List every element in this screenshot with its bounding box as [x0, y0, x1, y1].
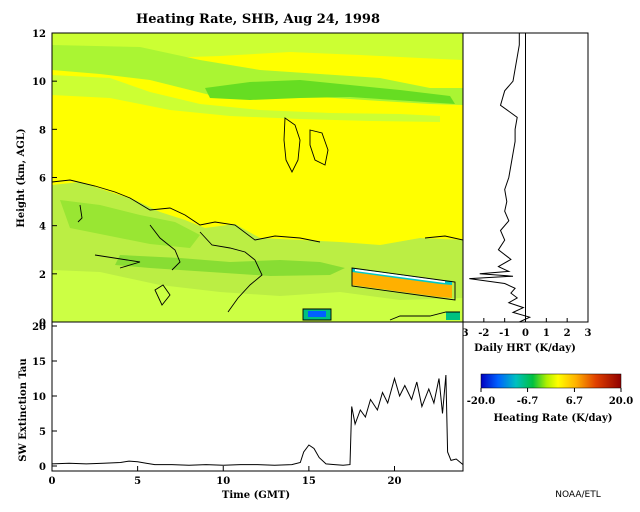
- heatmap-y-tick-label: 10: [32, 77, 46, 88]
- tau-x-tick-label: 5: [134, 476, 141, 487]
- heatmap-y-tick-label: 6: [39, 174, 46, 185]
- profile-x-tick-label: 1: [543, 328, 550, 339]
- profile-x-tick-label: 3: [585, 328, 592, 339]
- heatmap-y-tick-label: 4: [39, 222, 46, 233]
- tau-y-tick-label: 0: [39, 462, 46, 473]
- heatmap-y-axis-label: Height (km, AGL): [16, 128, 27, 227]
- colorbar-tick-label: -6.7: [517, 396, 539, 407]
- heatmap-panel: [52, 33, 463, 322]
- colorbar-tick-label: 6.7: [566, 396, 583, 407]
- tau-y-tick-label: 20: [32, 322, 46, 333]
- credit-label: NOAA/ETL: [555, 490, 600, 500]
- heatmap-y-tick-label: 8: [39, 125, 46, 136]
- tau-x-tick-label: 20: [388, 476, 402, 487]
- tau-x-axis-label: Time (GMT): [222, 490, 290, 501]
- low-cloud-2: [446, 312, 460, 320]
- colorbar-ticks: -20.0 -6.7 6.7 20.0: [467, 388, 633, 407]
- profile-x-tick-label: -1: [499, 328, 510, 339]
- tau-x-tick-label: 10: [216, 476, 230, 487]
- colorbar-label: Heating Rate (K/day): [493, 413, 612, 424]
- profile-x-axis-label: Daily HRT (K/day): [474, 343, 576, 354]
- tau-y-tick-label: 5: [39, 427, 46, 438]
- heatmap-y-tick-label: 12: [32, 29, 46, 40]
- tau-y-tick-label: 10: [32, 392, 46, 403]
- tau-x-tick-label: 0: [49, 476, 56, 487]
- colorbar-tick-label: 20.0: [609, 396, 633, 407]
- tau-y-tick-label: 15: [32, 357, 46, 368]
- profile-x-tick-label: 0: [522, 328, 529, 339]
- heatmap-y-tick-label: 2: [39, 270, 46, 281]
- profile-x-tick-label: -2: [478, 328, 489, 339]
- tau-x-tick-label: 15: [302, 476, 316, 487]
- tau-y-axis-label: SW Extinction Tau: [18, 358, 29, 461]
- tau-frame: [52, 322, 463, 471]
- colorbar: [481, 374, 621, 388]
- low-cloud-1-core: [308, 311, 326, 317]
- chart-title: Heating Rate, SHB, Aug 24, 1998: [136, 12, 380, 27]
- profile-x-tick-label: 2: [564, 328, 571, 339]
- colorbar-tick-label: -20.0: [467, 396, 496, 407]
